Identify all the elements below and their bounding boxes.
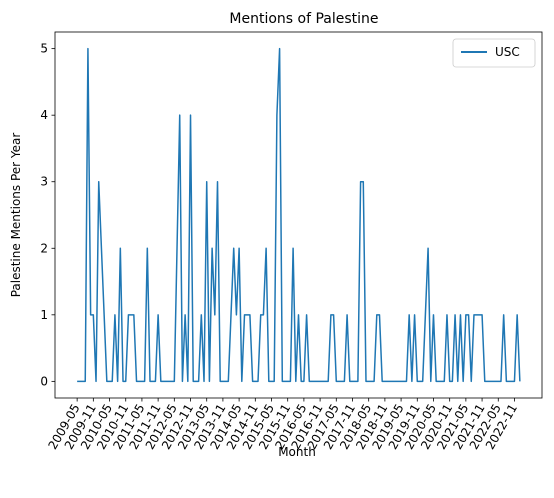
legend-label-usc: USC <box>495 45 520 59</box>
y-tick-label: 5 <box>40 42 48 56</box>
y-axis: 0 1 2 3 4 5 <box>40 42 55 388</box>
axes-frame <box>54 31 543 399</box>
y-tick-label: 1 <box>40 308 48 322</box>
y-tick-label: 0 <box>40 374 48 388</box>
y-tick-label: 4 <box>40 108 48 122</box>
y-tick-label: 3 <box>40 175 48 189</box>
x-axis-label: Month <box>278 445 316 459</box>
series-line-usc <box>77 47 521 383</box>
x-axis: 2009-052009-112010-052010-112011-052011-… <box>46 398 520 452</box>
legend-box <box>452 38 536 68</box>
legend: USC <box>452 38 536 68</box>
plot-area <box>77 47 521 383</box>
chart-title: Mentions of Palestine <box>229 11 378 27</box>
y-axis-label: Palestine Mentions Per Year <box>9 133 23 298</box>
y-tick-label: 2 <box>40 241 48 255</box>
